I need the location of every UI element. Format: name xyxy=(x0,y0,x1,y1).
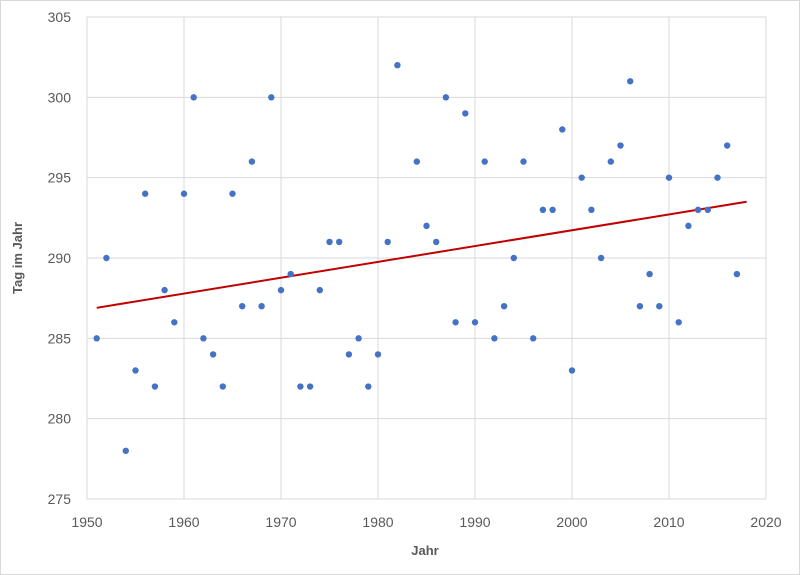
data-point xyxy=(248,158,256,165)
data-point xyxy=(122,447,129,454)
y-axis-ticks: 275 280 285 290 295 300 305 xyxy=(48,9,72,507)
data-point xyxy=(336,238,343,246)
x-axis-ticks: 1950 1960 1970 1980 1990 2000 2010 2020 xyxy=(71,514,781,530)
data-point xyxy=(365,383,372,390)
data-point xyxy=(724,142,731,149)
data-point xyxy=(190,94,197,101)
data-point xyxy=(597,254,605,262)
data-point xyxy=(530,335,537,342)
data-point xyxy=(714,174,721,181)
data-point xyxy=(103,254,110,262)
data-point xyxy=(374,351,382,358)
data-point xyxy=(578,174,585,181)
data-point xyxy=(229,190,236,197)
data-point xyxy=(646,270,653,278)
data-points xyxy=(93,61,741,454)
x-tick-label: 1960 xyxy=(168,514,199,530)
data-point xyxy=(306,383,314,390)
data-point xyxy=(219,383,226,390)
data-point xyxy=(442,94,450,101)
data-point xyxy=(326,238,333,246)
data-point xyxy=(500,303,508,310)
data-point xyxy=(316,286,323,294)
data-point xyxy=(384,238,391,246)
y-tick-label: 300 xyxy=(48,89,72,105)
data-point xyxy=(287,270,294,278)
data-point xyxy=(277,286,285,294)
data-point xyxy=(588,206,595,213)
y-tick-label: 290 xyxy=(48,250,72,266)
y-tick-label: 305 xyxy=(48,9,72,25)
data-point xyxy=(394,61,401,69)
x-tick-label: 1980 xyxy=(362,514,393,530)
data-point xyxy=(665,174,673,181)
x-tick-label: 2020 xyxy=(750,514,781,530)
data-point xyxy=(268,94,275,101)
data-point xyxy=(481,158,488,165)
data-point xyxy=(510,254,517,262)
y-tick-label: 295 xyxy=(48,170,72,186)
x-tick-label: 1950 xyxy=(71,514,102,530)
data-point xyxy=(704,206,711,213)
data-point xyxy=(297,383,304,390)
data-point xyxy=(433,238,440,246)
trendline-layer xyxy=(96,200,747,309)
data-point xyxy=(345,351,353,358)
data-point xyxy=(200,335,207,342)
y-tick-label: 280 xyxy=(48,411,72,427)
data-point xyxy=(549,206,556,213)
data-point xyxy=(355,335,362,342)
data-point xyxy=(559,126,566,133)
data-point xyxy=(471,319,479,326)
data-point xyxy=(413,158,420,165)
data-point xyxy=(132,367,139,374)
gridlines xyxy=(86,16,767,500)
y-axis-title: Tag im Jahr xyxy=(10,222,25,294)
data-point xyxy=(142,190,149,197)
y-tick-label: 275 xyxy=(48,491,72,507)
data-point xyxy=(161,286,168,294)
y-tick-label: 285 xyxy=(48,330,72,346)
data-point xyxy=(93,335,100,342)
data-point xyxy=(423,222,430,230)
data-point xyxy=(258,303,265,310)
data-point xyxy=(539,206,547,213)
data-point xyxy=(636,303,644,310)
data-point xyxy=(209,351,217,358)
data-point xyxy=(617,142,624,149)
data-point xyxy=(607,158,614,165)
data-point xyxy=(733,270,741,278)
data-point xyxy=(239,303,246,310)
data-point xyxy=(627,78,634,85)
data-point xyxy=(694,206,702,213)
data-point xyxy=(656,303,663,310)
trendline xyxy=(96,200,747,309)
data-point xyxy=(685,222,692,230)
x-tick-label: 1970 xyxy=(265,514,296,530)
data-point xyxy=(491,335,498,342)
data-point xyxy=(151,383,159,390)
data-point xyxy=(180,190,188,197)
x-tick-label: 2000 xyxy=(556,514,587,530)
data-point xyxy=(675,319,682,326)
x-tick-label: 2010 xyxy=(653,514,684,530)
x-tick-label: 1990 xyxy=(459,514,490,530)
data-point xyxy=(171,319,178,326)
data-point xyxy=(568,367,576,374)
data-point xyxy=(462,110,469,117)
x-axis-title: Jahr xyxy=(411,543,438,558)
data-point xyxy=(520,158,527,165)
data-point xyxy=(452,319,459,326)
